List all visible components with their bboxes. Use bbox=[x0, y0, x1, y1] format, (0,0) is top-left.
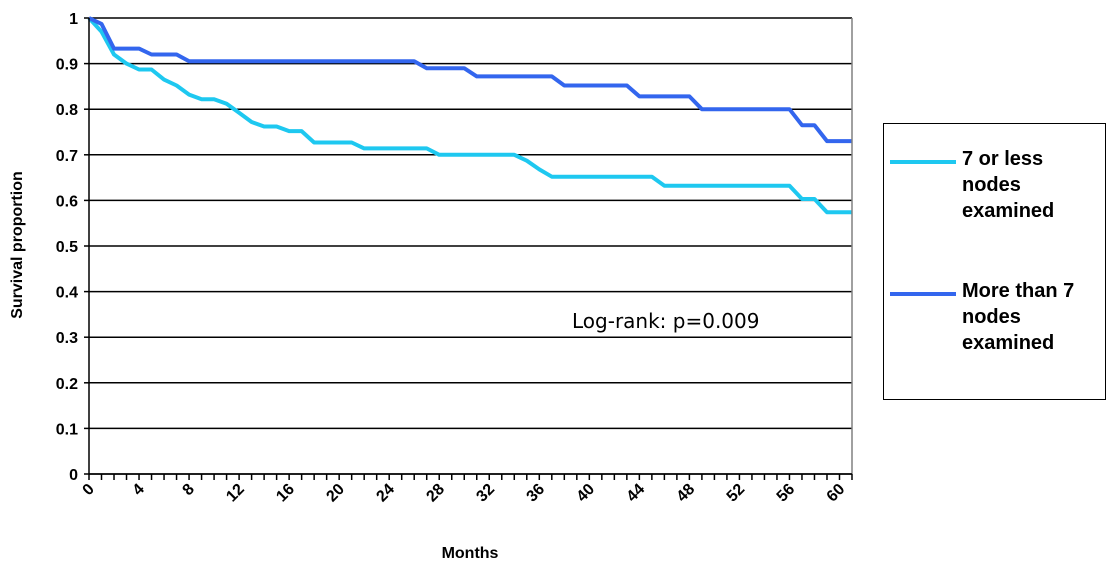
log-rank-annotation: Log-rank: p=0.009 bbox=[572, 309, 759, 333]
x-tick-label: 24 bbox=[373, 481, 398, 506]
x-tick-label: 56 bbox=[774, 481, 799, 506]
y-tick-label: 1 bbox=[69, 11, 78, 28]
legend: 7 or less nodes examined More than 7 nod… bbox=[883, 123, 1106, 400]
x-tick-label: 0 bbox=[80, 481, 98, 499]
x-tick-label: 16 bbox=[273, 481, 298, 506]
y-tick-label: 0.4 bbox=[56, 285, 78, 302]
y-tick-label: 0.9 bbox=[56, 57, 78, 74]
x-tick-label: 4 bbox=[130, 481, 148, 499]
y-tick-label: 0.5 bbox=[56, 239, 78, 256]
legend-swatch-series-2 bbox=[890, 292, 956, 296]
x-tick-label: 52 bbox=[724, 481, 749, 506]
legend-label-series-1: 7 or less nodes examined bbox=[962, 148, 1055, 222]
x-tick-label: 44 bbox=[624, 481, 649, 506]
y-tick-label: 0.1 bbox=[56, 421, 78, 438]
series-line-2 bbox=[88, 16, 852, 144]
axes bbox=[84, 17, 853, 480]
x-tick-label: 20 bbox=[323, 481, 348, 506]
y-tick-label: 0.8 bbox=[56, 102, 78, 119]
y-tick-label: 0.2 bbox=[56, 376, 78, 393]
y-tick-label: 0.3 bbox=[56, 330, 78, 347]
x-tick-label: 40 bbox=[574, 481, 599, 506]
x-tick-label: 36 bbox=[524, 481, 549, 506]
x-tick-label: 32 bbox=[473, 481, 498, 506]
x-tick-label: 28 bbox=[423, 481, 448, 506]
x-tick-labels: 0 4 8 12 16 20 24 28 32 36 40 44 48 52 56 60 bbox=[80, 481, 849, 506]
y-tick-label: 0.7 bbox=[56, 148, 78, 165]
y-tick-label: 0.6 bbox=[56, 193, 78, 210]
grid-lines bbox=[89, 17, 852, 475]
y-tick-labels: 0 0.1 0.2 0.3 0.4 0.5 0.6 0.7 0.8 0.9 1 bbox=[56, 11, 78, 484]
x-tick-label: 48 bbox=[674, 481, 699, 506]
y-tick-label: 0 bbox=[69, 467, 78, 484]
x-tick-label: 60 bbox=[824, 481, 849, 506]
series-lines bbox=[87, 16, 852, 215]
legend-label-series-2: More than 7 nodes examined bbox=[962, 280, 1075, 354]
legend-swatch-series-1 bbox=[890, 160, 956, 164]
x-tick-label: 12 bbox=[223, 481, 248, 506]
x-tick-label: 8 bbox=[180, 481, 198, 499]
series-line-1 bbox=[87, 16, 852, 215]
x-axis-label: Months bbox=[442, 545, 499, 562]
y-axis-label: Survival proportion bbox=[9, 171, 26, 319]
